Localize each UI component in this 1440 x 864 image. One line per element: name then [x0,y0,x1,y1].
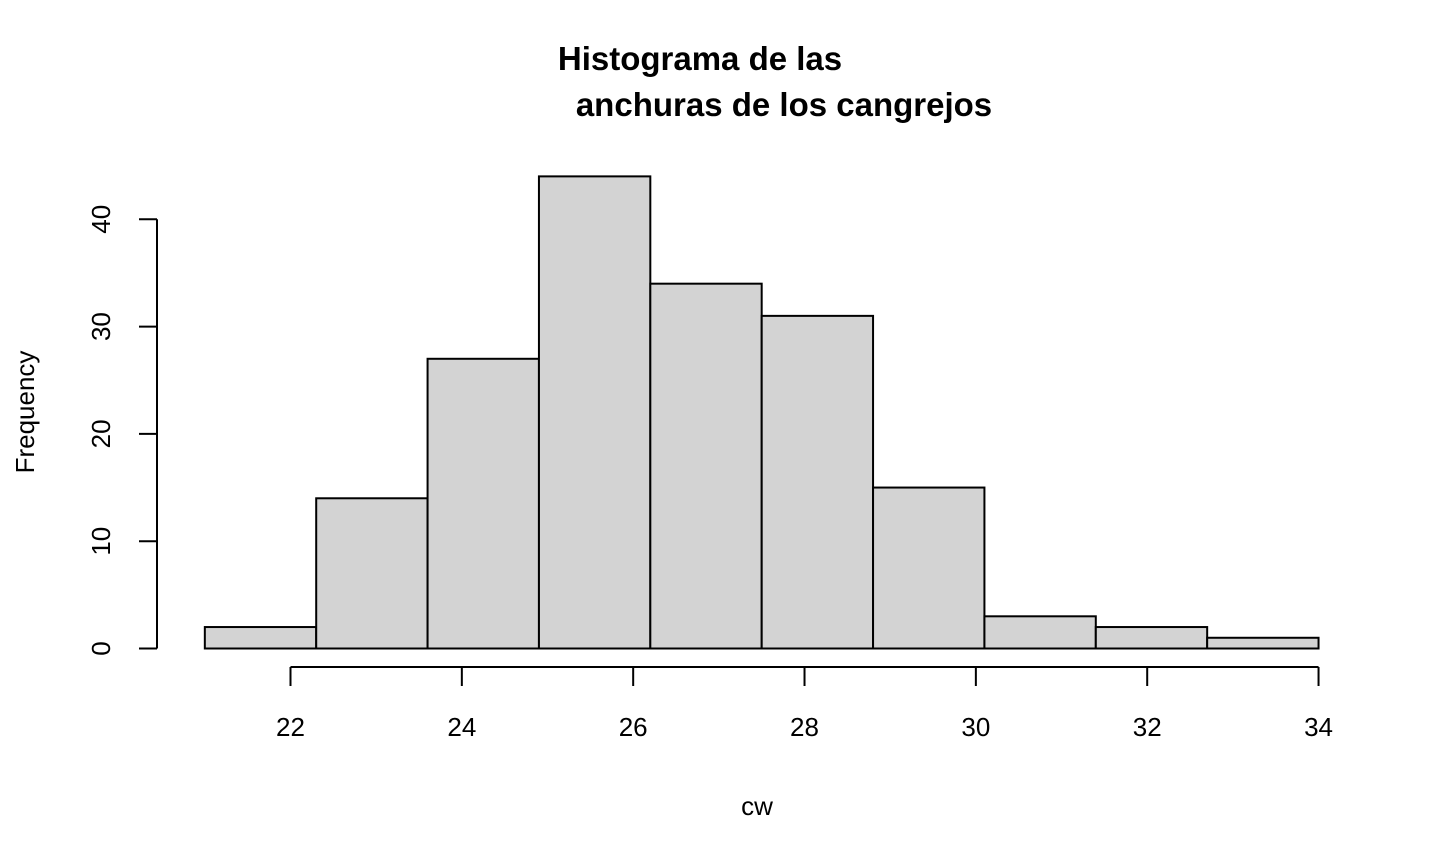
bars-group [203,175,1320,650]
x-axis: 22 24 26 28 30 32 34 [276,666,1333,742]
histogram-bar-9 [1094,626,1209,650]
y-tick-label-40: 40 [86,205,116,234]
y-tick-label-20: 20 [86,419,116,448]
x-tick-label-24: 24 [447,712,476,742]
x-tick-label-30: 30 [961,712,990,742]
histogram-bar-4 [537,175,652,650]
x-tick-label-26: 26 [619,712,648,742]
histogram-bar-8 [983,615,1097,650]
histogram-bar-7 [872,486,986,650]
y-tick-label-30: 30 [86,312,116,341]
histogram-bar-1 [203,626,318,650]
x-axis-label: cw [741,791,773,821]
y-tick-label-10: 10 [86,527,116,556]
x-tick-label-28: 28 [790,712,819,742]
histogram-bar-10 [1206,636,1320,650]
y-axis: 0 10 20 30 40 [86,205,158,656]
x-tick-label-34: 34 [1304,712,1333,742]
y-tick-label-0: 0 [86,641,116,655]
histogram-bar-2 [315,497,429,650]
histogram-bar-5 [649,282,763,650]
histogram-bar-3 [426,357,540,650]
chart-title-line-1: Histograma de las [557,40,843,77]
x-tick-label-32: 32 [1133,712,1162,742]
x-tick-label-22: 22 [276,712,305,742]
histogram-bar-6 [760,314,875,650]
y-axis-label: Frequency [10,351,40,474]
chart-title-line-2: anchuras de los cangrejos [575,86,993,123]
